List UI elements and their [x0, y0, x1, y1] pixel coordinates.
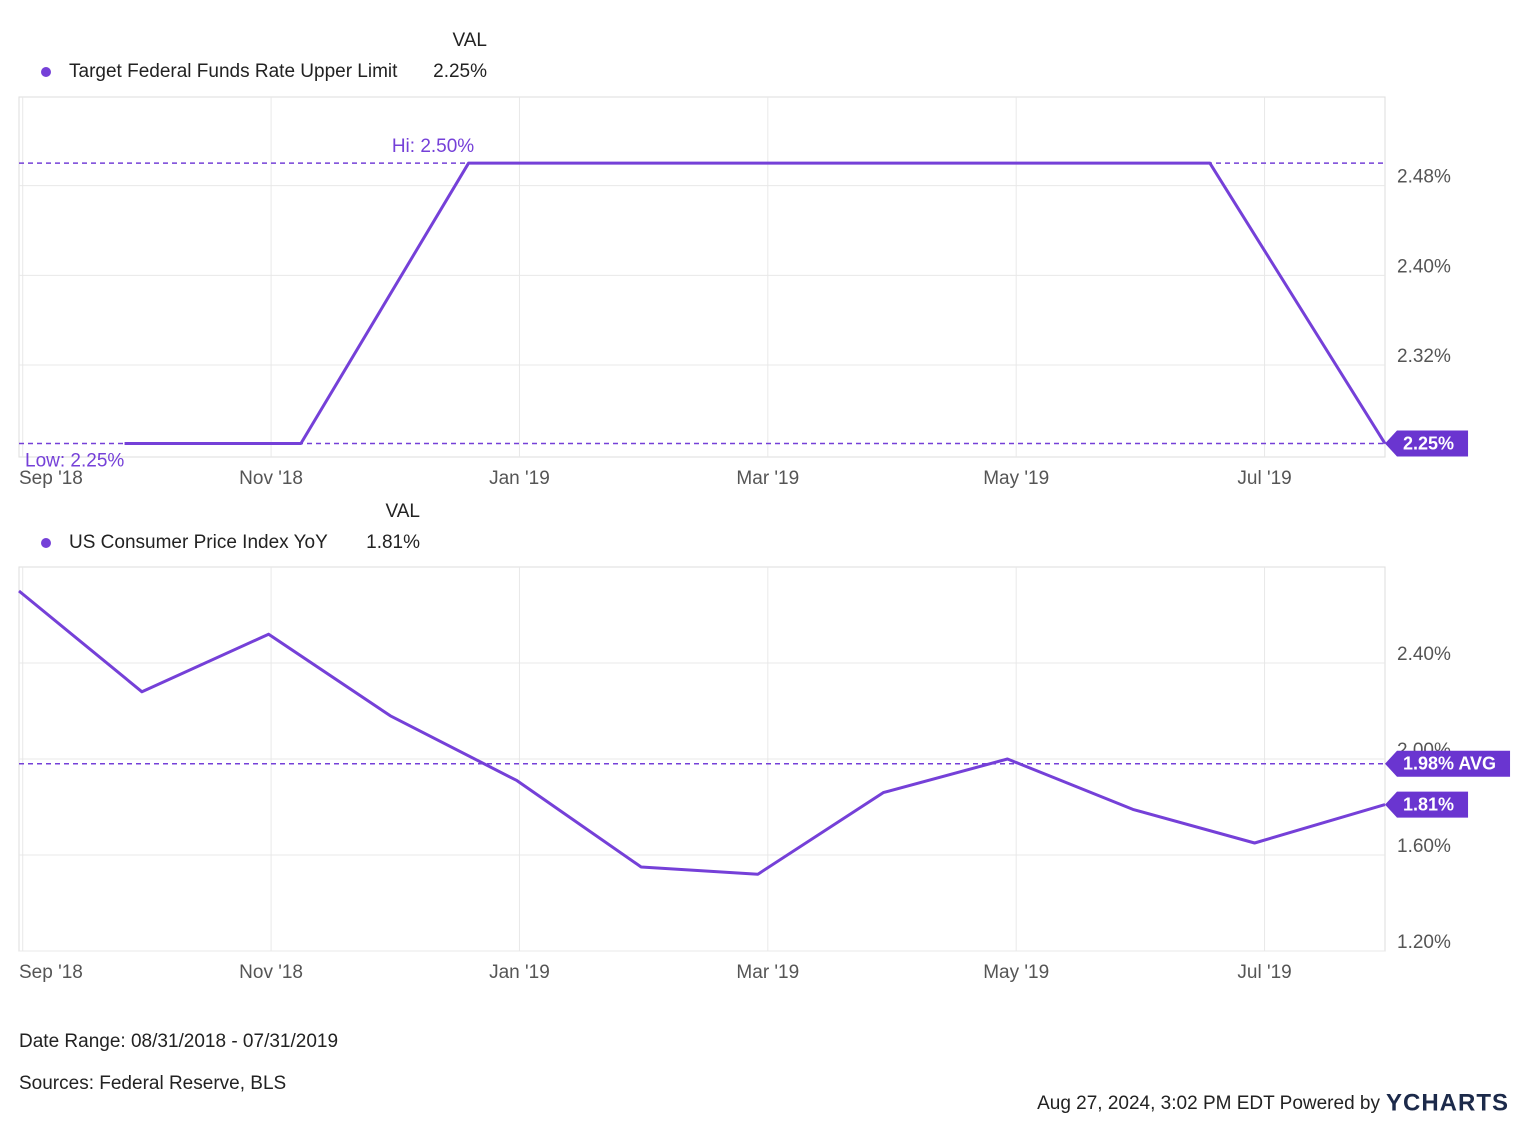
current-tag-label: 2.25% — [1403, 433, 1454, 453]
y-tick-label: 2.32% — [1397, 346, 1451, 367]
y-tick-label: 2.48% — [1397, 167, 1451, 188]
x-tick-label: Nov '18 — [239, 468, 303, 489]
y-tick-label: 2.40% — [1397, 256, 1451, 277]
x-tick-label: Mar '19 — [736, 962, 799, 983]
legend-label: Target Federal Funds Rate Upper Limit — [69, 61, 398, 82]
legend-value: 1.81% — [366, 532, 420, 553]
low-label: Low: 2.25% — [25, 451, 124, 472]
current-tag-label: 1.81% — [1403, 794, 1454, 814]
value-header: VAL — [385, 501, 420, 522]
y-tick-label: 1.60% — [1397, 836, 1451, 857]
average-tag-label: 1.98% AVG — [1403, 754, 1496, 774]
x-tick-label: Mar '19 — [736, 468, 799, 489]
legend-value: 2.25% — [433, 61, 487, 82]
x-tick-label: Jan '19 — [489, 962, 550, 983]
x-tick-label: Jul '19 — [1237, 468, 1291, 489]
value-header: VAL — [452, 30, 487, 51]
current-tag — [1385, 791, 1469, 818]
x-tick-label: Jan '19 — [489, 468, 550, 489]
legend-marker — [41, 538, 51, 548]
average-tag — [1385, 750, 1511, 777]
y-tick-label: 1.20% — [1397, 932, 1451, 953]
x-tick-label: May '19 — [983, 468, 1049, 489]
x-tick-label: May '19 — [983, 962, 1049, 983]
x-tick-label: Sep '18 — [19, 468, 83, 489]
series-line — [18, 589, 1386, 876]
hi-label: Hi: 2.50% — [392, 136, 474, 157]
plot-area — [18, 96, 1386, 458]
series-line — [124, 161, 1387, 446]
date-range: Date Range: 08/31/2018 - 07/31/2019 — [19, 1031, 338, 1052]
timestamp: Aug 27, 2024, 3:02 PM EDT Powered by — [1037, 1093, 1380, 1114]
sources: Sources: Federal Reserve, BLS — [19, 1073, 286, 1094]
x-tick-label: Jul '19 — [1237, 962, 1291, 983]
current-tag — [1385, 430, 1469, 457]
brand-logo: YCHARTS — [1386, 1089, 1509, 1116]
legend-label: US Consumer Price Index YoY — [69, 532, 328, 553]
x-tick-label: Sep '18 — [19, 962, 83, 983]
y-tick-label: 2.40% — [1397, 644, 1451, 665]
x-tick-label: Nov '18 — [239, 962, 303, 983]
legend-marker — [41, 67, 51, 77]
